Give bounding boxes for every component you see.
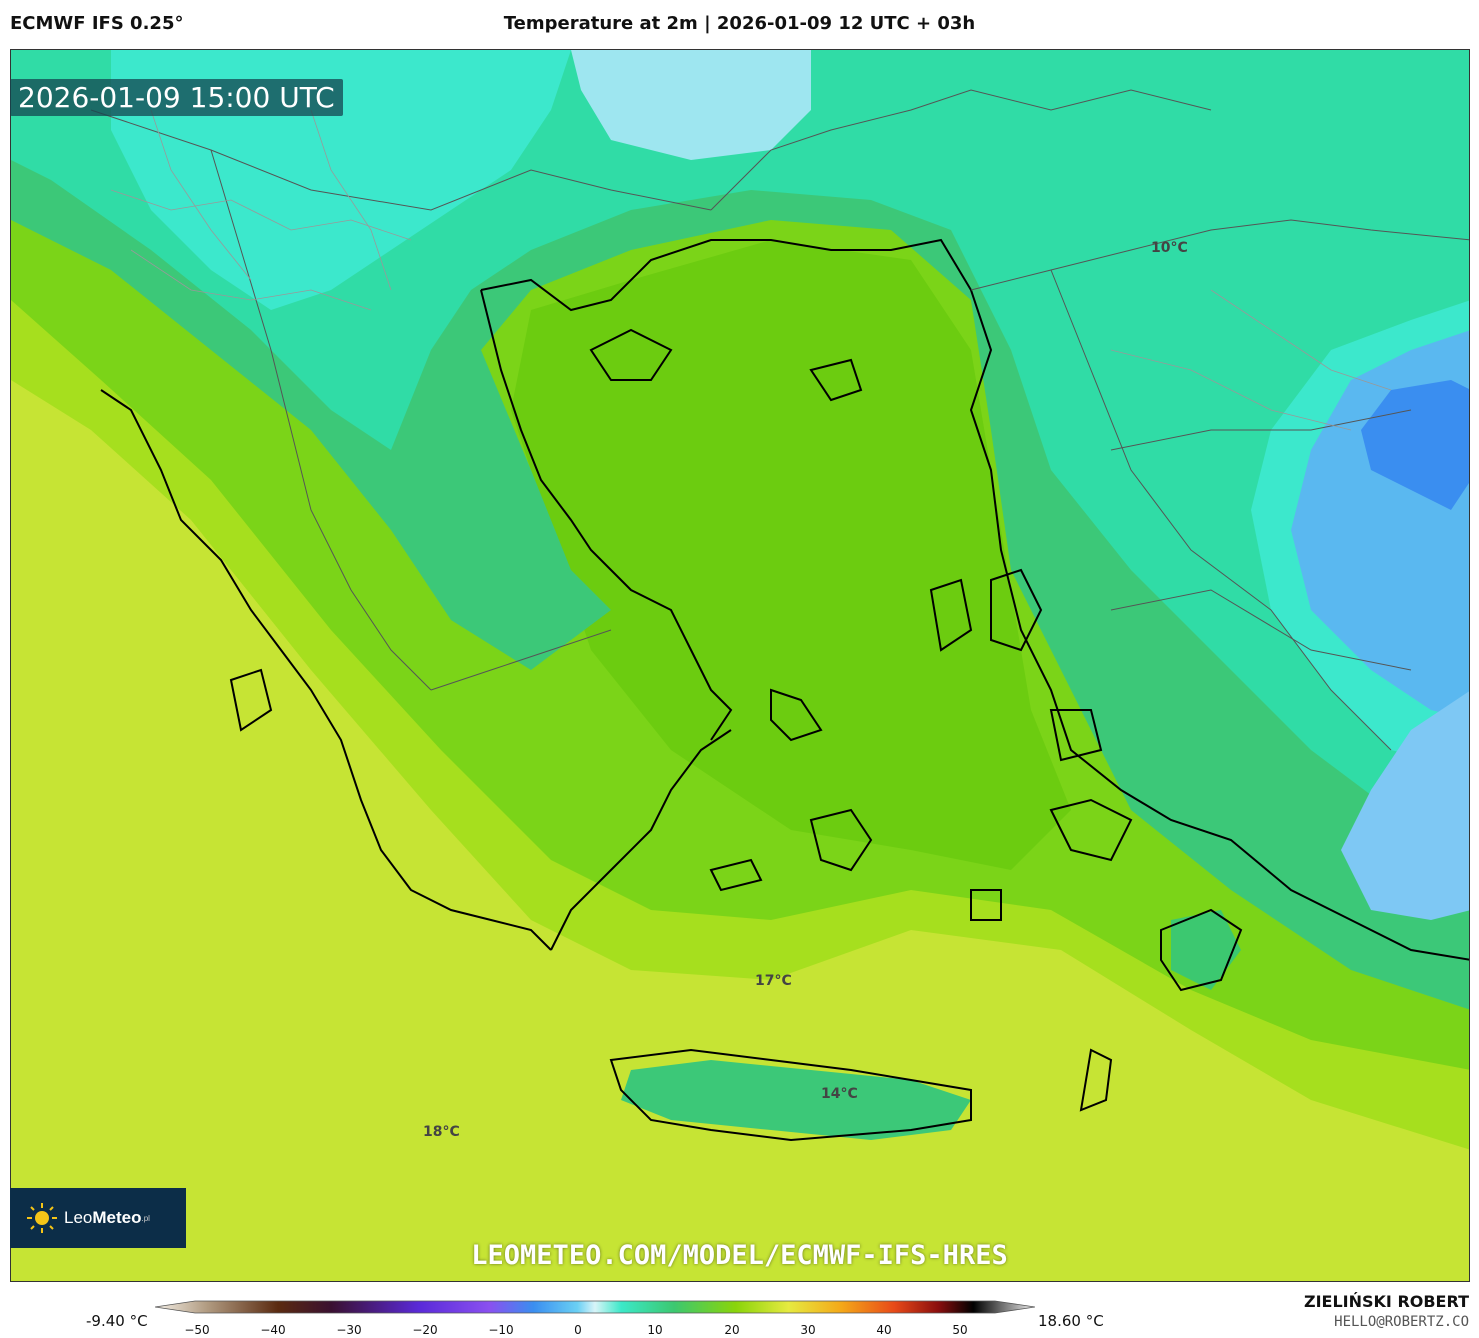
- blue-southeast: [1341, 691, 1469, 920]
- colorbar-tick: 30: [800, 1323, 816, 1337]
- colorbar-tick: 0: [574, 1323, 582, 1337]
- author-email[interactable]: HELLO@ROBERTZ.CO: [1334, 1314, 1469, 1330]
- model-name: ECMWF IFS 0.25°: [10, 13, 184, 34]
- source-url[interactable]: LEOMETEO.COM/MODEL/ECMWF-IFS-HRES: [471, 1240, 1008, 1271]
- coastlines: [100, 238, 1469, 1142]
- colorbar-tick: −50: [184, 1323, 210, 1337]
- colorbar-tick: 40: [876, 1323, 892, 1337]
- colorbar: [155, 1300, 1035, 1314]
- light-blue-north: [571, 50, 811, 160]
- temperature-map: 10°C 17°C 14°C 18°C: [10, 49, 1470, 1282]
- colorbar-min-label: -9.40 °C: [86, 1312, 148, 1330]
- temperature-label-14: 14°C: [821, 1086, 858, 1102]
- deep-blue-east: [1361, 380, 1469, 510]
- sun-icon: [27, 1203, 57, 1233]
- temperature-label-10: 10°C: [1151, 240, 1188, 256]
- leometeo-logo: LeoMeteo .pl: [10, 1188, 186, 1248]
- chart-title: Temperature at 2m | 2026-01-09 12 UTC + …: [503, 13, 976, 34]
- colorbar-tick: 50: [952, 1323, 968, 1337]
- colorbar-max-label: 18.60 °C: [1038, 1312, 1104, 1330]
- author-name: ZIELIŃSKI ROBERT: [1303, 1292, 1469, 1311]
- logo-wordmark: LeoMeteo: [64, 1208, 142, 1227]
- temperature-label-17: 17°C: [755, 973, 792, 989]
- colorbar-tick: −30: [336, 1323, 362, 1337]
- temperature-label-18: 18°C: [423, 1124, 460, 1140]
- logo-suffix: .pl: [141, 1213, 150, 1223]
- crete-green: [621, 1060, 971, 1140]
- rhodes-green: [1171, 910, 1241, 990]
- colorbar-tick: −10: [488, 1323, 514, 1337]
- aegean-green: [511, 240, 1071, 870]
- colorbar-tick: 10: [647, 1323, 663, 1337]
- valid-time-badge: 2026-01-09 15:00 UTC: [10, 79, 343, 116]
- colorbar-tick: −20: [412, 1323, 438, 1337]
- country-borders: [90, 89, 1469, 751]
- region-borders: [110, 109, 1392, 431]
- map-field: [11, 50, 1469, 1281]
- colorbar-tick: 20: [724, 1323, 740, 1337]
- colorbar-tick: −40: [260, 1323, 286, 1337]
